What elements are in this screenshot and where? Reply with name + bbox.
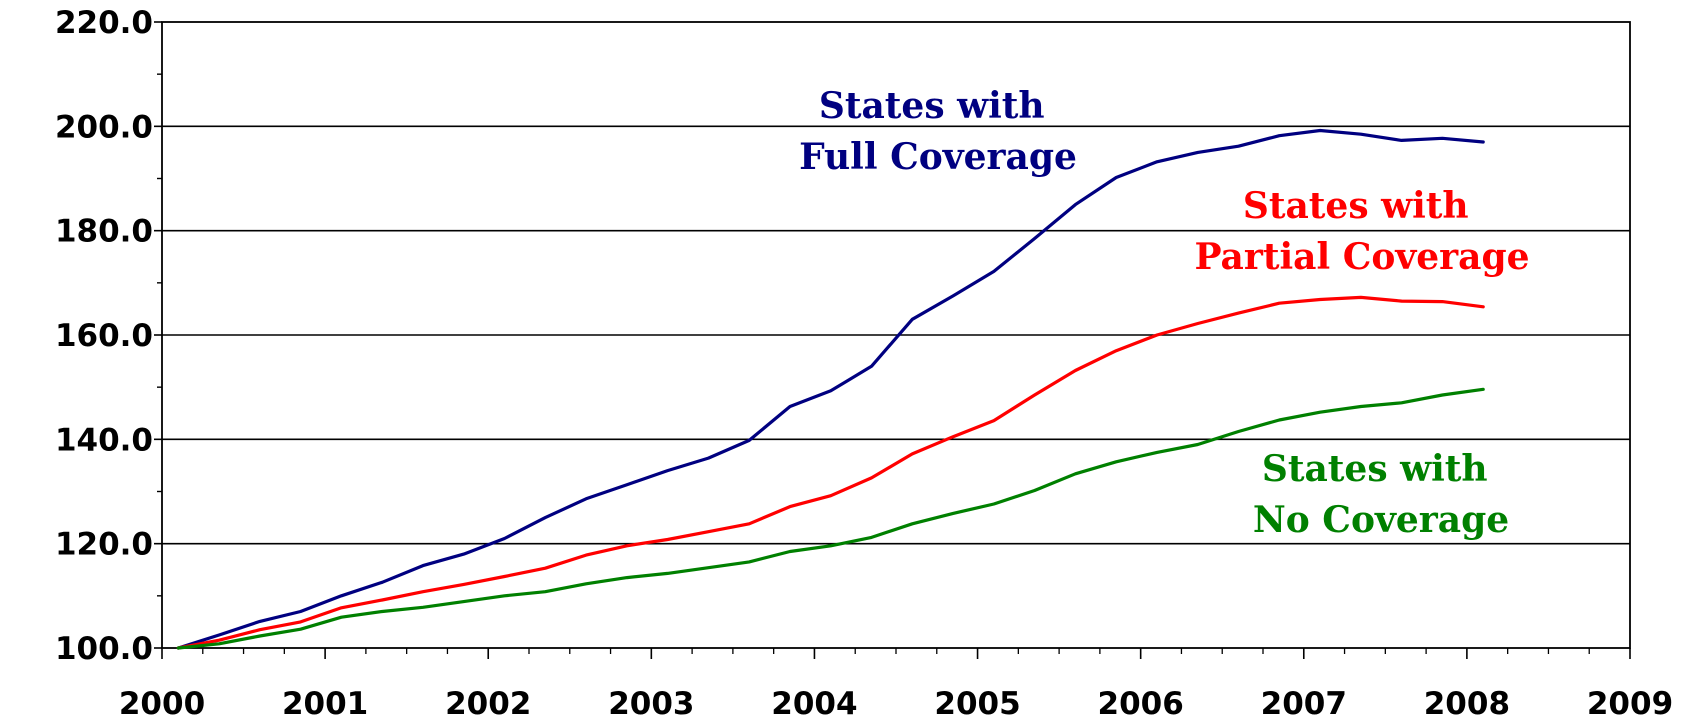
series-label-full-coverage: States with Full Coverage (799, 85, 1077, 178)
x-tick-label: 2001 (282, 686, 368, 721)
x-tick-label: 2004 (771, 686, 857, 721)
y-tick-label: 180.0 (55, 214, 153, 250)
y-tick-label: 120.0 (55, 527, 153, 563)
y-tick-label: 200.0 (55, 109, 153, 145)
x-axis: 2000 2001 2002 2003 2004 2005 2006 2007 2008 2009 (119, 648, 1673, 721)
series-line-2 (176, 387, 1485, 650)
y-tick-label: 160.0 (55, 318, 153, 354)
x-tick-label: 2002 (445, 686, 531, 721)
series-label-partial-coverage: States with Partial Coverage (1194, 185, 1529, 278)
series-line-0 (176, 128, 1485, 650)
x-tick-label: 2005 (934, 686, 1020, 721)
x-tick-label: 2006 (1098, 686, 1184, 721)
series-lines (176, 128, 1485, 650)
x-tick-label: 2008 (1424, 686, 1510, 721)
y-tick-label: 220.0 (55, 5, 153, 41)
y-tick-label: 140.0 (55, 422, 153, 458)
x-tick-label: 2000 (119, 686, 205, 721)
series-line-1 (176, 295, 1485, 650)
y-axis: 100.0 120.0 140.0 160.0 180.0 200.0 220.0 (55, 5, 162, 667)
grid-lines (162, 125, 1630, 545)
x-tick-label: 2007 (1261, 686, 1347, 721)
x-tick-label: 2009 (1587, 686, 1673, 721)
x-tick-label: 2003 (608, 686, 694, 721)
y-tick-label: 100.0 (55, 631, 153, 667)
series-label-no-coverage: States with No Coverage (1253, 448, 1509, 541)
